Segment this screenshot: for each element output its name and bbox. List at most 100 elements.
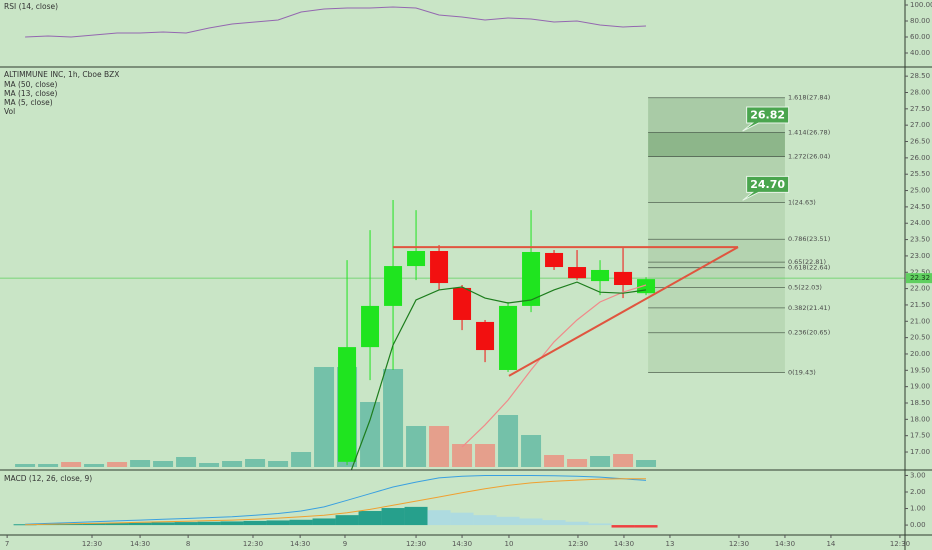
macd-histogram-bar xyxy=(450,512,474,526)
candle-body xyxy=(361,305,380,348)
volume-bar xyxy=(452,444,473,467)
macd-title: MACD (12, 26, close, 9) xyxy=(4,474,92,483)
macd-histogram-bar xyxy=(128,522,152,526)
macd-histogram-bar xyxy=(220,521,244,526)
macd-histogram-bar xyxy=(565,521,589,526)
y-tick-label: 24.00 xyxy=(910,219,930,227)
legend-entry: Vol xyxy=(4,107,15,116)
volume-bar xyxy=(498,415,519,467)
y-tick-label: 17.00 xyxy=(910,448,930,456)
y-tick-label: 40.00 xyxy=(910,49,930,57)
volume-bar xyxy=(291,452,312,467)
macd-histogram-bar xyxy=(381,508,405,526)
x-tick-label: 14:30 xyxy=(775,540,795,548)
candle-body xyxy=(338,347,357,462)
macd-histogram-bar xyxy=(473,515,497,526)
volume-bar xyxy=(383,369,404,467)
fib-label: 0.65(22.81) xyxy=(788,258,826,266)
callout-label: 26.82 xyxy=(750,109,785,122)
y-tick-label: 27.50 xyxy=(910,105,930,113)
candle-body xyxy=(384,266,403,306)
x-tick-label: 12:30 xyxy=(406,540,426,548)
y-tick-label: 2.00 xyxy=(910,488,926,496)
ma-line xyxy=(461,284,647,448)
candle-body xyxy=(453,287,472,320)
y-tick-label: 20.50 xyxy=(910,334,930,342)
macd-histogram-bar xyxy=(519,518,543,526)
macd-histogram-bar xyxy=(151,522,175,526)
fib-label: 0.382(21.41) xyxy=(788,304,830,312)
callout-label: 24.70 xyxy=(750,178,785,191)
y-tick-label: 21.50 xyxy=(910,301,930,309)
volume-bar xyxy=(544,455,565,467)
y-tick-label: 20.00 xyxy=(910,350,930,358)
volume-bar xyxy=(84,464,105,467)
volume-bar xyxy=(429,426,450,467)
x-tick-label: 8 xyxy=(186,540,190,548)
candle-body xyxy=(407,251,426,267)
macd-histogram-bar xyxy=(312,518,336,526)
x-tick-label: 12:30 xyxy=(82,540,102,548)
legend-entry: MA (50, close) xyxy=(4,80,58,89)
main-title: ALTIMMUNE INC, 1h, Cboe BZX xyxy=(4,70,119,79)
fib-zone xyxy=(648,262,785,268)
x-tick-label: 14:30 xyxy=(452,540,472,548)
callout xyxy=(742,175,790,201)
volume-bar xyxy=(15,464,36,467)
volume-bar xyxy=(636,460,657,467)
volume-bar xyxy=(613,454,634,467)
main-pane: 1.618(27.84) 1.414(26.78) 1.272(26.04) 1(24… xyxy=(0,94,905,470)
macd-histogram-bar xyxy=(243,520,267,526)
volume-bar xyxy=(153,461,174,467)
x-tick-label: 13 xyxy=(665,540,674,548)
y-tick-label: 27.00 xyxy=(910,121,930,129)
y-tick-label: 19.50 xyxy=(910,366,930,374)
macd-histogram-bar xyxy=(197,521,221,526)
fib-label: 1(24.63) xyxy=(788,199,816,207)
y-tick-label: 0.00 xyxy=(910,521,926,529)
x-tick-label: 14 xyxy=(826,540,835,548)
volume-bar xyxy=(406,426,427,467)
macd-histogram-bar xyxy=(335,515,359,526)
y-tick-label: 26.00 xyxy=(910,154,930,162)
volume-bar xyxy=(61,462,82,467)
volume-bar xyxy=(268,461,289,467)
y-tick-label: 23.50 xyxy=(910,236,930,244)
macd-histogram-bar xyxy=(289,519,313,526)
y-tick-label: 25.50 xyxy=(910,170,930,178)
x-tick-label: 12:30 xyxy=(568,540,588,548)
macd-histogram-bar xyxy=(427,510,451,526)
macd-histogram-bar xyxy=(174,522,198,526)
macd-histogram-bar xyxy=(358,511,382,526)
volume-bar xyxy=(222,461,243,467)
macd-histogram-bar xyxy=(542,520,566,526)
y-tick-label: 24.50 xyxy=(910,203,930,211)
volume-bar xyxy=(245,459,266,467)
y-tick-label: 28.00 xyxy=(910,88,930,96)
last-price-label: 22.32 xyxy=(910,274,930,282)
candle-body xyxy=(637,279,656,294)
candle-body xyxy=(614,271,633,286)
ma-line xyxy=(350,281,647,470)
fib-zone xyxy=(648,287,785,308)
candle-body xyxy=(545,252,564,268)
volume-bar xyxy=(199,463,220,467)
candle-body xyxy=(522,251,541,306)
fib-label: 1.414(26.78) xyxy=(788,128,830,136)
y-tick-label: 22.00 xyxy=(910,285,930,293)
y-tick-label: 80.00 xyxy=(910,17,930,25)
y-tick-label: 23.00 xyxy=(910,252,930,260)
trendline xyxy=(508,246,739,377)
volume-bar xyxy=(38,464,59,467)
legend-entry: MA (13, close) xyxy=(4,89,58,98)
x-tick-label: 10 xyxy=(505,540,514,548)
x-tick-label: 14:30 xyxy=(290,540,310,548)
x-tick-label: 12:30 xyxy=(729,540,749,548)
x-tick-label: 12:30 xyxy=(890,540,910,548)
last-price-tag xyxy=(906,273,932,284)
volume-bar xyxy=(130,460,151,467)
fib-label: 0.236(20.65) xyxy=(788,329,830,337)
x-tick-label: 12:30 xyxy=(243,540,263,548)
fib-zone xyxy=(648,239,785,263)
